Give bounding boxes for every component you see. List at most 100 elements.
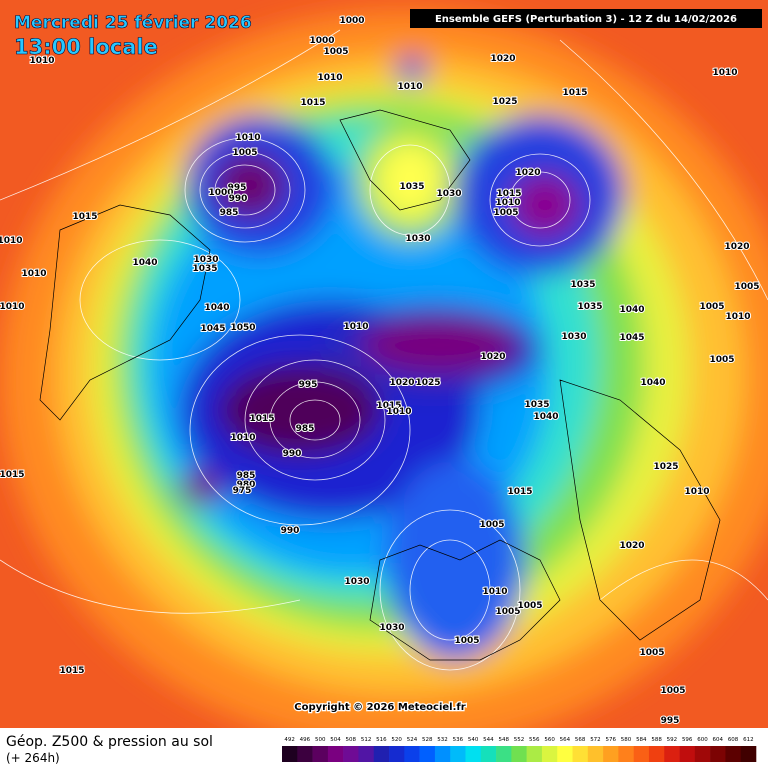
scale-swatch	[648, 746, 665, 762]
isobar-label: 1020	[490, 54, 515, 64]
isobar-label: 1020	[515, 168, 540, 178]
isobar-label: 1005	[454, 636, 479, 646]
isobar-label: 1010	[725, 312, 750, 322]
scale-swatch	[725, 746, 742, 762]
isobar-label: 1035	[192, 264, 217, 274]
isobar-label: 1010	[0, 236, 23, 246]
footer-title: Géop. Z500 & pression au sol	[6, 734, 213, 750]
scale-label: 524	[407, 737, 418, 743]
isobar-label: 1005	[232, 148, 257, 158]
scale-label: 556	[529, 737, 540, 743]
isobar-label: 1035	[577, 302, 602, 312]
isobar-label: 990	[229, 194, 248, 204]
isobar-label: 990	[283, 449, 302, 459]
isobar-label: 1015	[507, 487, 532, 497]
scale-swatch	[710, 746, 726, 762]
isobar-label: 1015	[496, 189, 521, 199]
isobar-label: 1010	[21, 269, 46, 279]
isobar-label: 1010	[0, 302, 25, 312]
isobar-label: 985	[237, 471, 256, 481]
isobar-label: 1040	[619, 305, 644, 315]
isobar-label: 1005	[323, 47, 348, 57]
isobar-label: 1010	[397, 82, 422, 92]
isobar-label: 1040	[204, 303, 229, 313]
scale-label: 496	[300, 737, 311, 743]
isobar-label: 980	[237, 480, 256, 490]
scale-label: 612	[743, 737, 754, 743]
scale-swatch	[603, 746, 619, 762]
scale-swatch	[419, 746, 436, 762]
isobar-label: 1025	[492, 97, 517, 107]
isobar-label: 1005	[709, 355, 734, 365]
isobar-label: 1015	[0, 470, 25, 480]
valid-date: Mercredi 25 février 2026	[14, 13, 252, 33]
isobar-label: 995	[661, 716, 680, 726]
isobar-label: 1010	[343, 322, 368, 332]
isobar-label: 1030	[436, 189, 461, 199]
scale-swatch	[343, 746, 359, 762]
isobar-label: 1020	[619, 541, 644, 551]
isobar-label: 1010	[482, 587, 507, 597]
scale-swatch	[480, 746, 497, 762]
scale-label: 584	[636, 737, 647, 743]
isobar-label: 1005	[495, 607, 520, 617]
isobar-label: 995	[299, 380, 318, 390]
scale-label: 548	[498, 737, 509, 743]
isobar-label: 1040	[533, 412, 558, 422]
scale-swatch	[358, 746, 375, 762]
scale-swatch	[618, 746, 634, 762]
scale-label: 608	[728, 737, 739, 743]
scale-swatch	[740, 746, 757, 762]
scale-label: 564	[560, 737, 571, 743]
isobar-label: 1040	[132, 258, 157, 268]
scale-label: 596	[682, 737, 693, 743]
isobar-label: 1010	[317, 73, 342, 83]
scale-label: 588	[651, 737, 662, 743]
isobar-label: 1010	[230, 433, 255, 443]
scale-swatch	[404, 746, 420, 762]
scale-label: 516	[376, 737, 387, 743]
isobar-label: 1050	[230, 323, 255, 333]
scale-swatch	[557, 746, 573, 762]
valid-time: 13:00 locale	[14, 35, 158, 59]
scale-swatch	[694, 746, 711, 762]
isobar-label: 1045	[619, 333, 644, 343]
isobar-labels: 1000100010051010101010101020101510251010…	[0, 15, 761, 727]
isobar-label: 1005	[479, 520, 504, 530]
isobar-label: 1025	[415, 378, 440, 388]
scale-label: 520	[391, 737, 402, 743]
scale-swatch	[664, 746, 680, 762]
scale-swatch	[572, 746, 589, 762]
field	[0, 0, 768, 728]
isobar-label: 1010	[386, 407, 411, 417]
isobar-label: 1015	[59, 666, 84, 676]
isobar-label: 1015	[376, 401, 401, 411]
isobar-label: 1030	[193, 255, 218, 265]
scale-label: 572	[590, 737, 601, 743]
isobar-label: 1010	[684, 487, 709, 497]
scale-label: 528	[422, 737, 433, 743]
scale-swatch	[297, 746, 313, 762]
scale-swatch	[434, 746, 451, 762]
scale-label: 580	[621, 737, 632, 743]
isobar-label: 1045	[200, 324, 225, 334]
isobar-label: 1005	[660, 686, 685, 696]
isobar-label: 1025	[653, 462, 678, 472]
scale-swatch	[465, 746, 482, 762]
scale-label: 504	[330, 737, 341, 743]
scale-swatch	[541, 746, 558, 762]
isobar-label: 985	[220, 208, 239, 218]
scale-label: 604	[713, 737, 724, 743]
isobar-label: 1010	[495, 198, 520, 208]
isobar-label: 1005	[734, 282, 759, 292]
scale-swatch	[496, 746, 512, 762]
scale-label: 508	[346, 737, 357, 743]
isobar-label: 1005	[699, 302, 724, 312]
isobar-label: 1030	[405, 234, 430, 244]
isobar-label: 1020	[389, 378, 414, 388]
isobar-label: 1000	[339, 16, 364, 26]
isobar-label: 1030	[379, 623, 404, 633]
coastlines	[39, 109, 721, 661]
scale-swatch	[312, 746, 329, 762]
